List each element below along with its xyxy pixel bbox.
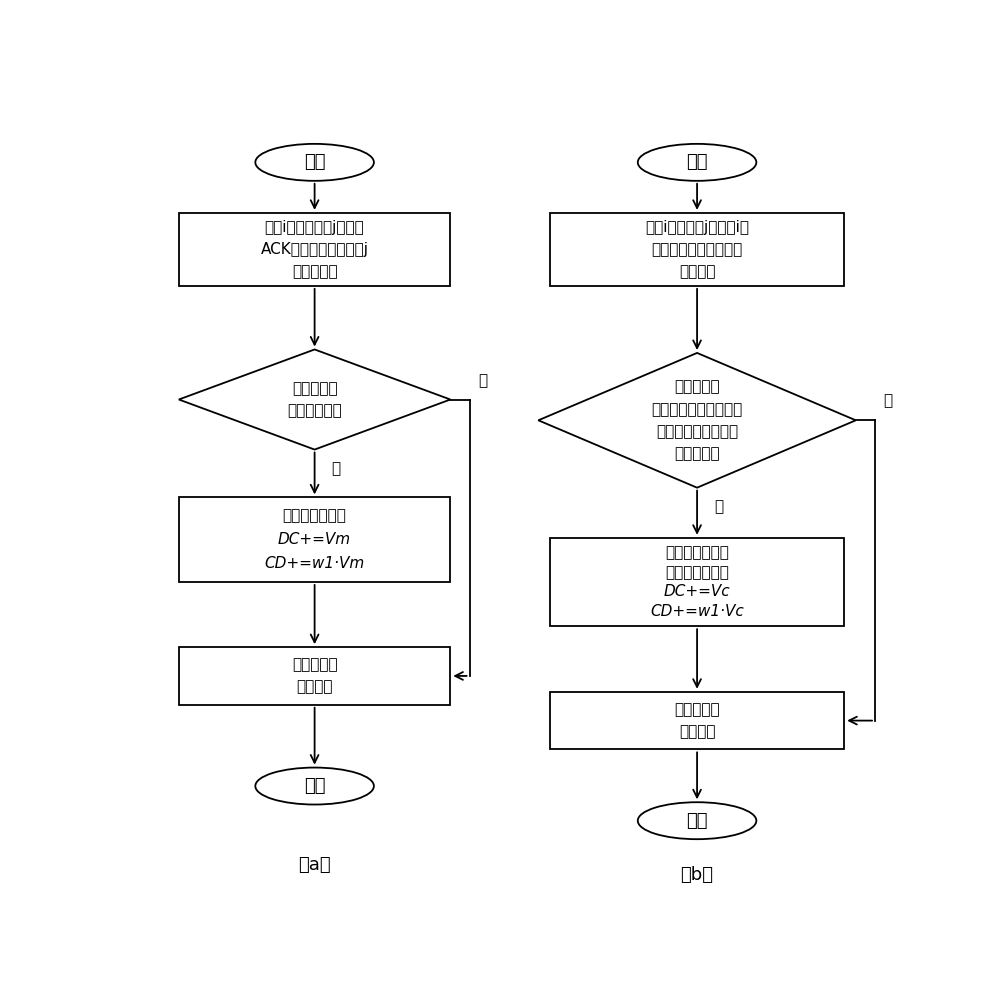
Polygon shape — [178, 349, 450, 450]
Text: CD+=w1·Vc: CD+=w1·Vc — [650, 604, 743, 619]
Bar — [178, 213, 450, 286]
Text: 是: 是 — [477, 373, 486, 388]
Text: 结束: 结束 — [685, 812, 707, 830]
Text: 否: 否 — [331, 461, 340, 476]
Bar — [549, 538, 843, 626]
Bar — [549, 692, 843, 749]
Text: 是: 是 — [882, 394, 891, 409]
Text: DC+=Vc: DC+=Vc — [663, 584, 730, 599]
Polygon shape — [537, 353, 855, 488]
Text: 记录的路由
信息与路由信息表中信
息数值差异是否在阈
值范围内？: 记录的路由 信息与路由信息表中信 息数值差异是否在阈 值范围内？ — [651, 380, 741, 461]
Bar — [178, 647, 450, 705]
Text: 结束: 结束 — [304, 777, 325, 795]
Text: 节点i接收到节点j回复的
ACK消息或监听到节点j
转发数据包: 节点i接收到节点j回复的 ACK消息或监听到节点j 转发数据包 — [260, 220, 368, 279]
Text: CD+=w1·Vm: CD+=w1·Vm — [264, 556, 365, 571]
Text: 受到虚假路由或: 受到虚假路由或 — [665, 545, 729, 560]
Text: 开始: 开始 — [304, 153, 325, 171]
Bar — [549, 213, 843, 286]
Text: 广播信任度
更新消息: 广播信任度 更新消息 — [292, 657, 337, 695]
Text: 节点i记录节点j到节点i的
包投递率、传输时延等
路由信息: 节点i记录节点j到节点i的 包投递率、传输时延等 路由信息 — [645, 220, 748, 279]
Ellipse shape — [255, 768, 374, 805]
Text: 广播信任度
更新消息: 广播信任度 更新消息 — [673, 702, 719, 739]
Text: 开始: 开始 — [685, 153, 707, 171]
Text: 数据遭到篡改，: 数据遭到篡改， — [282, 508, 346, 523]
Text: （a）: （a） — [298, 856, 330, 874]
Ellipse shape — [637, 802, 755, 839]
Ellipse shape — [637, 144, 755, 181]
Ellipse shape — [255, 144, 374, 181]
Bar — [178, 497, 450, 582]
Text: 选择转发攻击，: 选择转发攻击， — [665, 565, 729, 580]
Text: DC+=Vm: DC+=Vm — [278, 532, 351, 547]
Text: （b）: （b） — [680, 866, 713, 884]
Text: 否: 否 — [713, 499, 723, 514]
Text: 数据特征信
息校验相符？: 数据特征信 息校验相符？ — [287, 381, 341, 418]
